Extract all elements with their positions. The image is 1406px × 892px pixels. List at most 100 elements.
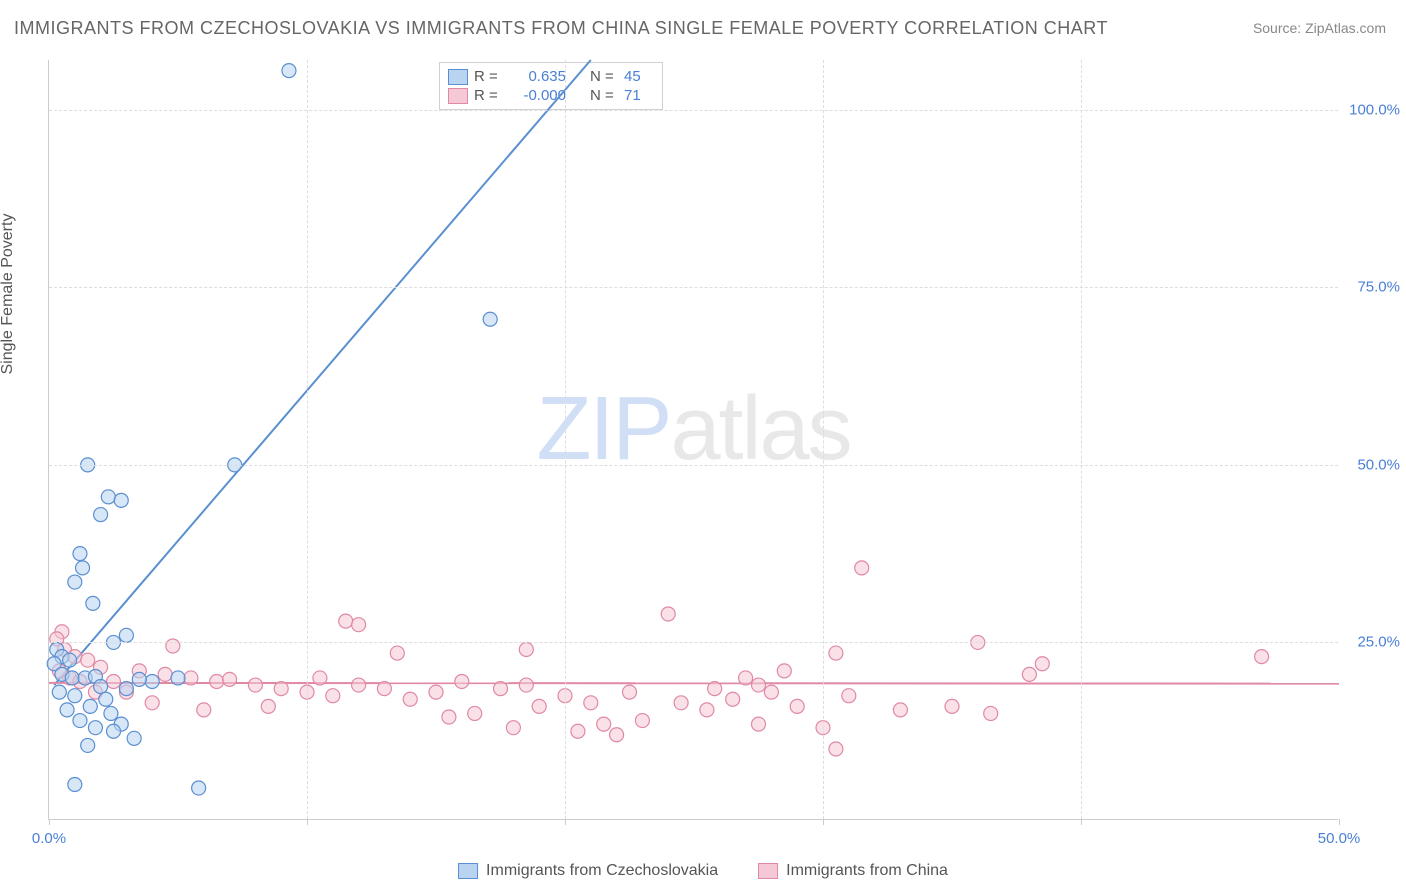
data-point — [68, 689, 82, 703]
data-point — [494, 682, 508, 696]
x-tick-mark — [307, 819, 308, 825]
data-point — [282, 64, 296, 78]
data-point — [65, 671, 79, 685]
data-point — [76, 561, 90, 575]
data-point — [99, 692, 113, 706]
data-point — [506, 721, 520, 735]
data-point — [63, 653, 77, 667]
chart-title: IMMIGRANTS FROM CZECHOSLOVAKIA VS IMMIGR… — [14, 18, 1108, 39]
x-tick-mark — [49, 819, 50, 825]
x-tick-label: 50.0% — [1318, 830, 1361, 847]
data-point — [83, 699, 97, 713]
data-point — [184, 671, 198, 685]
data-point — [739, 671, 753, 685]
data-point — [455, 674, 469, 688]
x-tick-label: 0.0% — [32, 830, 66, 847]
y-axis-label: Single Female Poverty — [0, 214, 17, 375]
data-point — [352, 678, 366, 692]
gridline-h — [49, 642, 1338, 643]
data-point — [107, 674, 121, 688]
data-point — [352, 618, 366, 632]
data-point — [597, 717, 611, 731]
data-point — [1035, 657, 1049, 671]
data-point — [777, 664, 791, 678]
legend-item-1: Immigrants from China — [758, 862, 948, 880]
gridline-v — [307, 60, 308, 819]
x-tick-mark — [565, 819, 566, 825]
data-point — [483, 312, 497, 326]
plot-area: ZIPatlas R = 0.635 N = 45 R = -0.000 N =… — [48, 60, 1338, 820]
data-point — [752, 717, 766, 731]
data-point — [623, 685, 637, 699]
data-point — [390, 646, 404, 660]
data-point — [81, 653, 95, 667]
data-point — [519, 678, 533, 692]
data-point — [94, 508, 108, 522]
data-point — [584, 696, 598, 710]
data-point — [132, 672, 146, 686]
data-point — [1255, 650, 1269, 664]
legend-label-1: Immigrants from China — [786, 862, 948, 880]
gridline-v — [823, 60, 824, 819]
data-point — [101, 490, 115, 504]
data-point — [429, 685, 443, 699]
gridline-v — [1081, 60, 1082, 819]
data-point — [73, 714, 87, 728]
data-point — [158, 667, 172, 681]
data-point — [339, 614, 353, 628]
data-point — [145, 674, 159, 688]
data-point — [248, 678, 262, 692]
data-point — [468, 706, 482, 720]
data-point — [68, 777, 82, 791]
data-point — [94, 679, 108, 693]
bottom-legend: Immigrants from Czechoslovakia Immigrant… — [458, 862, 948, 880]
data-point — [790, 699, 804, 713]
data-point — [764, 685, 778, 699]
legend-item-0: Immigrants from Czechoslovakia — [458, 862, 718, 880]
trend-line — [49, 683, 1339, 684]
data-point — [119, 682, 133, 696]
data-point — [829, 742, 843, 756]
data-point — [893, 703, 907, 717]
data-point — [210, 674, 224, 688]
data-point — [197, 703, 211, 717]
data-point — [81, 738, 95, 752]
gridline-h — [49, 465, 1338, 466]
data-point — [68, 575, 82, 589]
data-point — [73, 547, 87, 561]
data-point — [377, 682, 391, 696]
swatch-bottom-1 — [758, 863, 778, 879]
data-point — [855, 561, 869, 575]
data-point — [104, 706, 118, 720]
data-point — [223, 672, 237, 686]
data-point — [403, 692, 417, 706]
data-point — [635, 714, 649, 728]
data-point — [945, 699, 959, 713]
data-point — [442, 710, 456, 724]
trend-line — [54, 60, 591, 685]
legend-label-0: Immigrants from Czechoslovakia — [486, 862, 718, 880]
data-point — [1022, 667, 1036, 681]
data-point — [829, 646, 843, 660]
y-tick-label: 100.0% — [1349, 101, 1400, 118]
data-point — [708, 682, 722, 696]
data-point — [60, 703, 74, 717]
data-point — [86, 596, 100, 610]
x-tick-mark — [1081, 819, 1082, 825]
y-tick-label: 75.0% — [1357, 279, 1400, 296]
y-tick-label: 25.0% — [1357, 634, 1400, 651]
gridline-h — [49, 110, 1338, 111]
data-point — [532, 699, 546, 713]
data-point — [192, 781, 206, 795]
y-tick-label: 50.0% — [1357, 456, 1400, 473]
data-point — [145, 696, 159, 710]
x-tick-mark — [1339, 819, 1340, 825]
source-label: Source: ZipAtlas.com — [1253, 20, 1386, 36]
data-point — [274, 682, 288, 696]
data-point — [610, 728, 624, 742]
data-point — [661, 607, 675, 621]
data-point — [984, 706, 998, 720]
data-point — [842, 689, 856, 703]
data-point — [700, 703, 714, 717]
plot-svg — [49, 60, 1338, 819]
